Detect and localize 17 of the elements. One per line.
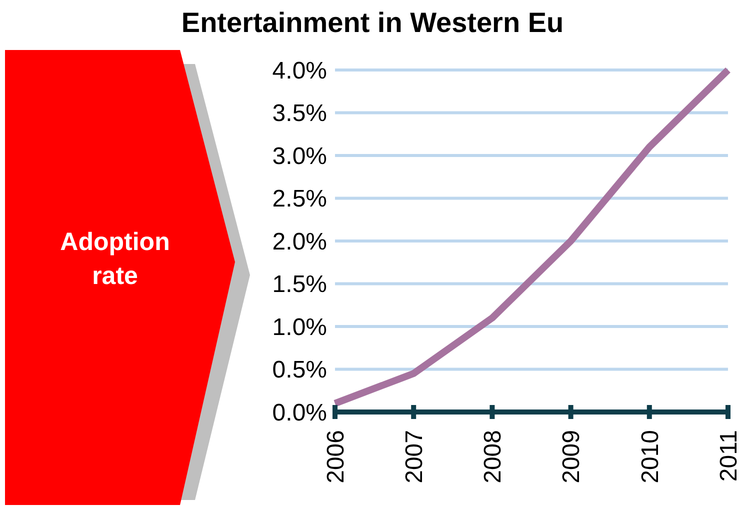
x-tick-label: 2011 [715, 430, 742, 482]
x-tick-label: 2007 [401, 430, 428, 484]
x-tick-label: 2008 [480, 430, 507, 484]
y-tick-label: 0.0% [272, 399, 327, 426]
y-tick-label: 0.5% [272, 356, 327, 384]
y-tick-label: 2.5% [272, 186, 327, 213]
y-axis-title: Adoption rate [60, 228, 170, 290]
y-tick-label: 2.0% [272, 228, 327, 256]
x-tick-label: 2010 [636, 430, 664, 484]
chart-title: Entertainment in Western Eu [181, 7, 564, 38]
x-tick-label: 2006 [322, 430, 350, 484]
y-tick-label: 3.0% [272, 142, 327, 170]
x-tick-label: 2009 [558, 430, 586, 484]
y-tick-label: 1.5% [272, 271, 327, 298]
y-tick-label: 1.0% [272, 314, 327, 341]
y-tick-label: 4.0% [272, 57, 327, 84]
y-tick-label: 3.5% [272, 100, 327, 128]
